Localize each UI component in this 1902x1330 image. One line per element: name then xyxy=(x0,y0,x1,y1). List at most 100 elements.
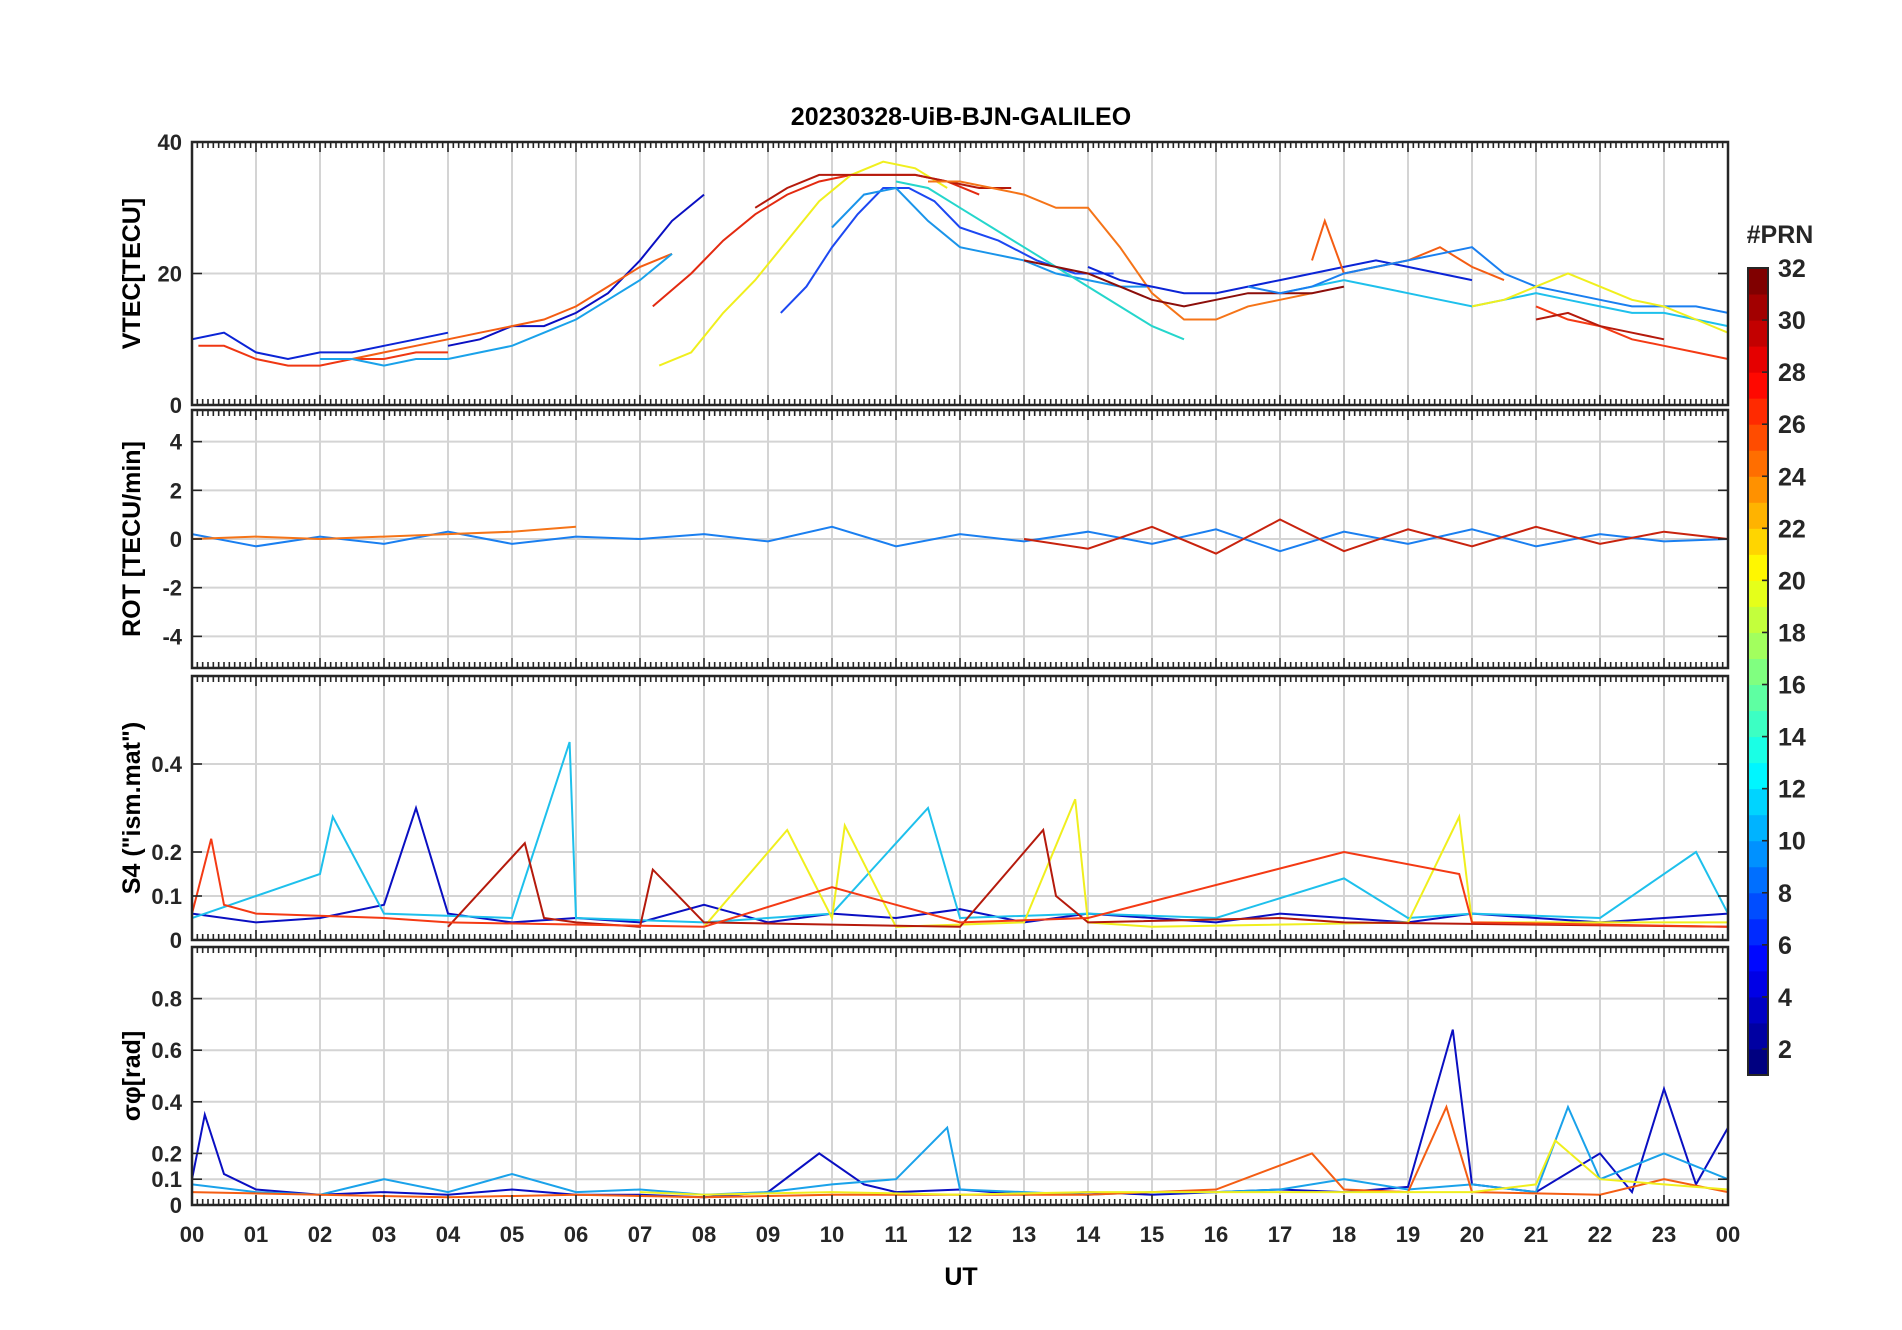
vtec-series-prn-24 xyxy=(351,252,673,360)
vtec-series-prn-10 xyxy=(320,253,673,367)
rot-series-prn-8 xyxy=(192,525,1728,553)
x-tick-label: 06 xyxy=(564,1222,588,1247)
x-tick-label: 00 xyxy=(180,1222,204,1247)
rot-frame xyxy=(190,408,1730,670)
colorbar-tick-label: 20 xyxy=(1778,567,1806,595)
colorbar-segment xyxy=(1748,866,1768,894)
colorbar-tick-label: 16 xyxy=(1778,672,1806,700)
colorbar-tick-label: 4 xyxy=(1778,984,1792,1012)
colorbar-segment xyxy=(1748,528,1768,555)
sigma-ytick-label: 0 xyxy=(170,1193,182,1218)
x-axis-label: UT xyxy=(944,1263,977,1291)
vtec-series-prn-20 xyxy=(658,160,948,367)
x-tick-label: 18 xyxy=(1332,1222,1356,1247)
s4-panel: 0 0.1 0.2 0.4S4 ("ism.mat") xyxy=(118,674,1730,953)
colorbar-segment xyxy=(1748,346,1768,373)
colorbar-segment xyxy=(1748,918,1768,946)
x-tick-labels: 00 01 02 03 04 05 06 07 08 09 10 11 12 13 14 15 16 17 18 19… xyxy=(180,1222,1740,1247)
x-tick-label: 13 xyxy=(1012,1222,1036,1247)
s4-ytick-label: 0.2 xyxy=(151,840,182,865)
x-tick-label: 04 xyxy=(436,1222,461,1247)
sigma-ytick-label: 0.6 xyxy=(151,1038,182,1063)
vtec-ytick-label: 0 xyxy=(170,393,182,418)
vtec-series-prn-8 xyxy=(1247,246,1728,314)
x-tick-label: 22 xyxy=(1588,1222,1612,1247)
colorbar-tick-label: 30 xyxy=(1778,307,1806,335)
colorbar-segment xyxy=(1748,996,1768,1024)
vtec-ytick-label: 20 xyxy=(158,262,182,287)
colorbar-tick-label: 2 xyxy=(1778,1036,1792,1064)
vtec-series-group xyxy=(192,160,1728,367)
colorbar-tick-label: 12 xyxy=(1778,776,1806,804)
vtec-series-prn-26 xyxy=(1535,305,1728,360)
vtec-panel: 0 20 40 VTEC[TECU] xyxy=(118,130,1730,418)
vtec-series-prn-4 xyxy=(192,331,449,361)
colorbar-segment xyxy=(1748,294,1768,321)
colorbar-segment xyxy=(1748,840,1768,868)
x-tick-label: 09 xyxy=(756,1222,780,1247)
x-tick-label: 12 xyxy=(948,1222,972,1247)
sigma-series-prn-20 xyxy=(639,1138,1728,1196)
vtec-series-prn-20 xyxy=(1471,272,1728,334)
sigma-phi-panel: 00.10.2 0.4 0.6 0.8σφ[rad] xyxy=(118,945,1730,1218)
colorbar-segment xyxy=(1748,554,1768,581)
rot-ytick-label: 4 xyxy=(170,430,183,455)
colorbar-frame xyxy=(1747,267,1769,1076)
rot-ytick-label: 2 xyxy=(170,478,182,503)
colorbar-segment xyxy=(1748,424,1768,451)
x-tick-label: 01 xyxy=(244,1222,268,1247)
s4-ytick-label: 0.1 xyxy=(151,884,182,909)
colorbar-tick-label: 24 xyxy=(1778,463,1806,491)
x-tick-label: 03 xyxy=(372,1222,396,1247)
s4-series-group xyxy=(192,741,1728,928)
colorbar-tick-label: 26 xyxy=(1778,411,1806,439)
colorbar-segment xyxy=(1748,476,1768,503)
x-tick-label: 23 xyxy=(1652,1222,1676,1247)
x-tick-label: 20 xyxy=(1460,1222,1484,1247)
colorbar-tick-label: 6 xyxy=(1778,932,1792,960)
x-tick-label: 00 xyxy=(1716,1222,1740,1247)
vtec-series-prn-9 xyxy=(831,186,1152,288)
colorbar-segment xyxy=(1748,632,1768,659)
s4-series-prn-11 xyxy=(192,741,1728,924)
s4-series-prn-26 xyxy=(192,838,1728,928)
colorbar-segment xyxy=(1748,658,1768,686)
colorbar-segment xyxy=(1748,502,1768,529)
x-tick-label: 17 xyxy=(1268,1222,1292,1247)
rot-series-prn-25 xyxy=(192,525,577,541)
colorbar-tick-label: 10 xyxy=(1778,828,1806,856)
s4-frame xyxy=(190,674,1730,942)
vtec-series-prn-3 xyxy=(447,193,705,347)
x-tick-label: 14 xyxy=(1076,1222,1101,1247)
rot-series-prn-29 xyxy=(1023,518,1728,555)
sigma-ytick-label: 0.8 xyxy=(151,987,182,1012)
vtec-series-prn-30 xyxy=(1535,311,1665,341)
colorbar-segment xyxy=(1748,892,1768,920)
x-tick-label: 16 xyxy=(1204,1222,1228,1247)
vtec-series-prn-4 xyxy=(1087,259,1473,295)
colorbar-segment xyxy=(1748,372,1768,399)
sigma-ytick-label: 0.1 xyxy=(151,1167,182,1192)
rot-ytick-label: 0 xyxy=(170,527,182,552)
colorbar-segment xyxy=(1748,762,1768,790)
vtec-y-axis-label: VTEC[TECU] xyxy=(118,198,146,349)
colorbar-segment xyxy=(1748,710,1768,738)
x-tick-label: 15 xyxy=(1140,1222,1164,1247)
vtec-series-prn-31 xyxy=(1023,259,1345,308)
sigma-y-axis-label: σφ[rad] xyxy=(118,1031,146,1122)
rot-panel: -4 -2 0 2 4 ROT [TECU/min] xyxy=(118,408,1730,670)
vtec-series-prn-27 xyxy=(198,344,448,367)
sigma-ytick-label: 0.4 xyxy=(151,1090,182,1115)
colorbar-tick-label: 22 xyxy=(1778,515,1806,543)
s4-y-axis-label: S4 ("ism.mat") xyxy=(118,722,146,894)
vtec-series-prn-25 xyxy=(928,180,1313,321)
colorbar-label: #PRN xyxy=(1747,221,1814,249)
vtec-series-prn-14 xyxy=(895,180,1185,341)
rot-y-axis-label: ROT [TECU/min] xyxy=(118,441,146,637)
sigma-series-prn-10 xyxy=(192,1104,1728,1196)
sigma-series-prn-24 xyxy=(192,1104,1728,1199)
sigma-ytick-label: 0.2 xyxy=(151,1141,182,1166)
vtec-frame xyxy=(190,140,1730,407)
